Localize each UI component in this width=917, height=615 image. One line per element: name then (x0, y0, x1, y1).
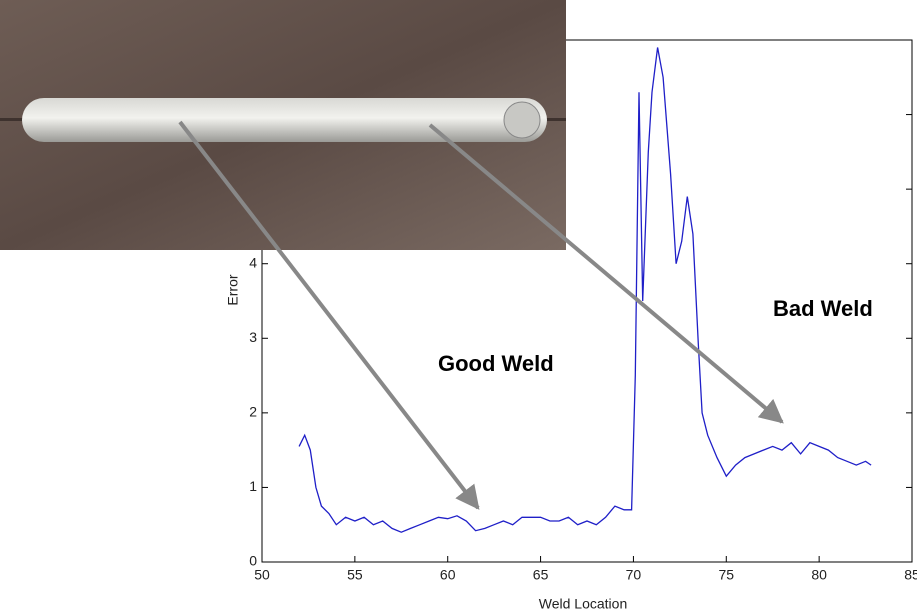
arrow (178, 120, 480, 510)
arrow (428, 123, 784, 424)
y-tick-label: 3 (249, 329, 257, 345)
x-tick-label: 50 (254, 567, 270, 583)
x-tick-label: 85 (904, 567, 917, 583)
x-tick-label: 80 (811, 567, 827, 583)
y-tick-label: 2 (249, 404, 257, 420)
x-axis-label: Weld Location (539, 596, 627, 612)
x-tick-label: 65 (533, 567, 549, 583)
photo (0, 0, 566, 250)
data-line (298, 47, 872, 533)
annotation: Bad Weld (773, 296, 873, 321)
plot-frame (261, 39, 913, 563)
y-tick-label: 4 (249, 254, 257, 270)
weld-exit-hole (503, 101, 541, 139)
y-tick-label: 1 (249, 478, 257, 494)
x-tick-label: 75 (718, 567, 734, 583)
y-tick-label: 0 (249, 553, 257, 569)
annotation: Good Weld (438, 351, 554, 376)
x-tick-label: 55 (347, 567, 363, 583)
weld-bead (22, 98, 547, 142)
x-tick-label: 70 (626, 567, 642, 583)
y-axis-label: Error (225, 274, 241, 305)
x-tick-label: 60 (440, 567, 456, 583)
